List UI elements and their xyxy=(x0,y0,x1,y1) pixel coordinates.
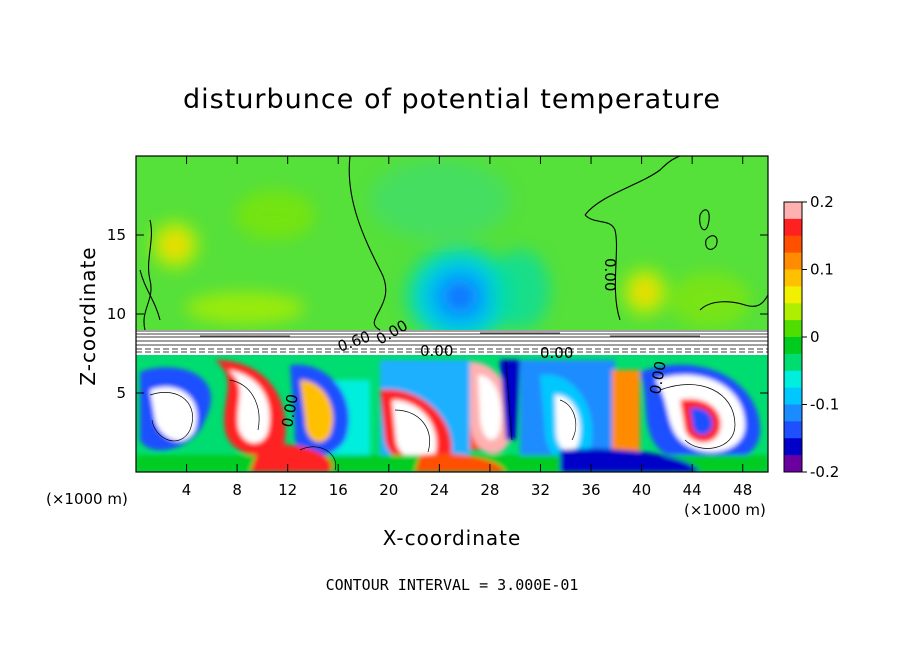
colorbar-swatch xyxy=(784,320,802,338)
upper-layer-blobs xyxy=(145,160,750,343)
colorbar-tick-label: -0.2 xyxy=(810,463,839,481)
x-tick-label: 8 xyxy=(232,481,242,499)
x-tick-label: 16 xyxy=(329,481,348,499)
x-tick-label: 28 xyxy=(480,481,499,499)
x-axis-label-wrap: X-coordinate xyxy=(0,526,904,550)
colorbar-tick-label: 0 xyxy=(810,328,820,346)
colorbar-tick-label: 0.1 xyxy=(810,261,834,279)
contour-label: 0.00 xyxy=(601,258,619,291)
colorbar-swatch xyxy=(784,455,802,473)
x-axis-label: X-coordinate xyxy=(382,526,522,550)
colorbar-swatch xyxy=(784,286,802,304)
lower-contour-lines xyxy=(149,361,736,471)
contour-lines xyxy=(139,156,768,331)
x-tick-label: 40 xyxy=(632,481,651,499)
stable-layer-contours xyxy=(136,330,768,353)
colorbar-swatch xyxy=(784,421,802,439)
x-tick-label: 24 xyxy=(430,481,449,499)
colorbar-swatch xyxy=(784,202,802,220)
contour-label: 0.00 xyxy=(278,393,302,429)
colorbar-swatch xyxy=(784,235,802,254)
colorbar-tick-label: -0.1 xyxy=(810,396,839,414)
y-tick-label: 10 xyxy=(107,305,126,323)
y-tick-label: 5 xyxy=(116,384,126,402)
contour-label: 0.00 xyxy=(646,360,670,396)
x-ticks: 4 8 12 16 20 24 28 32 36 40 44 48 xyxy=(182,156,752,499)
x-tick-label: 4 xyxy=(182,481,192,499)
x-tick-label: 20 xyxy=(379,481,398,499)
contour-label: 0.00 xyxy=(540,344,573,362)
colorbar-swatch xyxy=(784,218,802,237)
colorbar-swatch xyxy=(784,252,802,270)
colorbar-swatch xyxy=(784,404,802,422)
x-tick-label: 12 xyxy=(278,481,297,499)
lower-layer-eddies xyxy=(136,360,768,472)
x-tick-label: 36 xyxy=(581,481,600,499)
colorbar-swatch xyxy=(784,370,802,389)
y-tick-label: 15 xyxy=(107,226,126,244)
colorbar-swatch xyxy=(784,269,802,287)
colorbar-swatch xyxy=(784,303,802,321)
contour-interval: CONTOUR INTERVAL = 3.000E-01 xyxy=(325,576,579,594)
colorbar-swatch xyxy=(784,438,802,456)
colorbar-tick-label: 0.2 xyxy=(810,193,834,211)
x-unit-left: (×1000 m) xyxy=(46,490,128,508)
x-tick-label: 48 xyxy=(733,481,752,499)
colorbar: 0.2 0.1 0 -0.1 -0.2 xyxy=(783,193,839,481)
colorbar-swatch xyxy=(784,337,802,355)
contour-label: 0.00 xyxy=(420,342,453,360)
colorbar-swatch xyxy=(784,387,802,405)
chart-title: disturbunce of potential temperature xyxy=(183,84,721,115)
x-tick-label: 32 xyxy=(531,481,550,499)
heatmap-field xyxy=(136,156,768,472)
x-tick-label: 44 xyxy=(683,481,702,499)
colorbar-swatch xyxy=(784,353,802,372)
x-unit-right: (×1000 m) xyxy=(684,501,766,519)
y-ticks: 5 10 15 xyxy=(107,226,768,402)
